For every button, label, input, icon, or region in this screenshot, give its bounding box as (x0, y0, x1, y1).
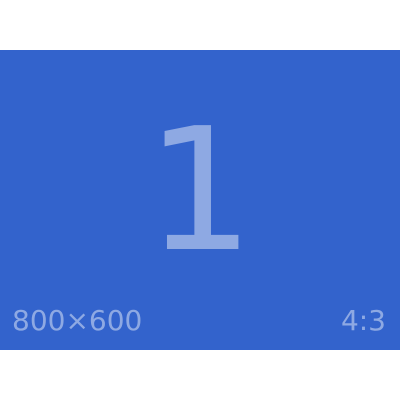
aspect-ratio-label: 4:3 (340, 304, 386, 337)
slide-number: 1 (145, 92, 255, 290)
placeholder-panel: 1 800×600 4:3 (0, 50, 400, 350)
dimensions-label: 800×600 (12, 304, 143, 337)
